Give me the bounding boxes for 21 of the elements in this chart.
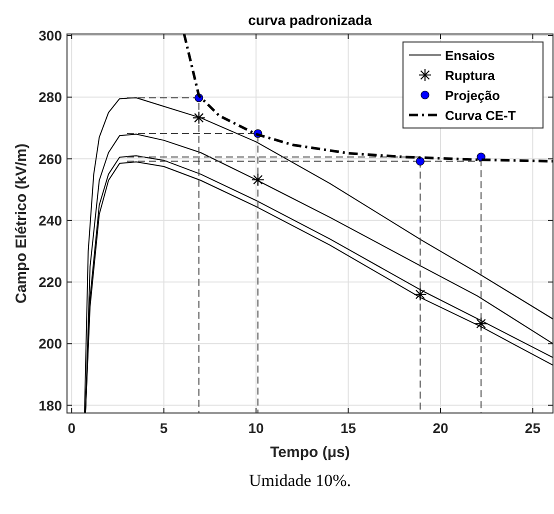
y-tick-label: 180	[38, 397, 62, 414]
x-tick-label: 15	[340, 420, 356, 436]
y-tick-label: 220	[38, 274, 62, 290]
legend-label: Ruptura	[445, 68, 496, 83]
x-tick-label: 10	[248, 420, 264, 436]
y-axis-title: Campo Elétrico (kV/m)	[13, 143, 30, 304]
chart-title: curva padronizada	[248, 12, 372, 28]
x-tick-label: 5	[160, 420, 168, 436]
legend-label: Curva CE-T	[445, 108, 516, 123]
legend-label: Projeção	[445, 88, 500, 103]
legend-label: Ensaios	[445, 48, 495, 63]
y-tick-label: 280	[38, 89, 62, 106]
x-tick-label: 25	[524, 420, 541, 436]
x-tick-label: 0	[68, 420, 76, 436]
y-tick-label: 300	[38, 28, 62, 44]
y-tick-label: 200	[38, 336, 62, 352]
x-axis-title: Tempo (μs)	[270, 444, 350, 461]
y-tick-label: 260	[38, 150, 62, 167]
text: Umidade 10%.	[249, 471, 351, 490]
y-tick-label: 240	[38, 212, 62, 228]
x-tick-label: 20	[432, 420, 448, 436]
